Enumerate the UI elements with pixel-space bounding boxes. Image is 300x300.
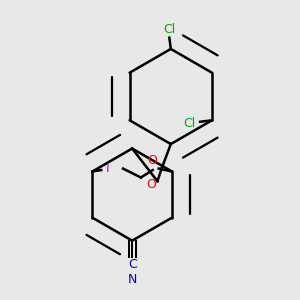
Text: Cl: Cl — [183, 117, 196, 130]
Text: N: N — [128, 273, 137, 286]
Text: Cl: Cl — [163, 22, 176, 36]
Text: I: I — [106, 162, 109, 175]
Text: C: C — [128, 259, 136, 272]
Text: O: O — [146, 178, 156, 191]
Text: O: O — [147, 154, 157, 167]
